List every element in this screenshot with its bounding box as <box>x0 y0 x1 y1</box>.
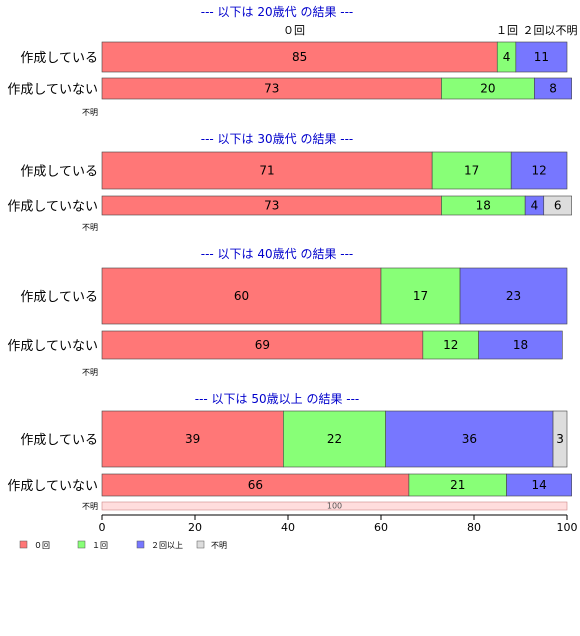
bar-segment-4-1-2 <box>283 410 386 468</box>
unknown-row-label-2: 不明 <box>82 223 98 232</box>
unknown-bar-4 <box>101 501 568 511</box>
bar-segment-1-1-1 <box>101 41 498 73</box>
legend-swatch-2 <box>77 540 86 549</box>
row-label-4-2: 作成していない <box>7 479 98 494</box>
bar-value-1-2-3: 8 <box>549 82 557 96</box>
bar-value-2-2-4: 6 <box>554 199 562 213</box>
bar-value-3-1-3: 23 <box>506 289 521 303</box>
bar-value-3-1-1: 60 <box>234 289 249 303</box>
bar-segment-3-2-1 <box>101 330 424 360</box>
group-title-4: --- 以下は 50歳以上 の結果 --- <box>195 392 360 406</box>
bar-value-2-2-3: 4 <box>531 199 539 213</box>
bar-value-4-2-1: 66 <box>248 478 263 492</box>
bar-value-4-1-1: 39 <box>185 432 200 446</box>
legend-label-1: ０回 <box>34 541 50 550</box>
bar-segment-3-1-2 <box>380 267 461 325</box>
bar-segment-3-2-3 <box>478 330 563 360</box>
group-title-3: --- 以下は 40歳代 の結果 --- <box>201 247 354 261</box>
x-tick-label-4: 60 <box>374 521 388 534</box>
bar-segment-3-1-1 <box>101 267 382 325</box>
row-label-1-2: 作成していない <box>7 83 98 98</box>
legend-label-4: 不明 <box>211 541 227 550</box>
bar-segment-4-1-3 <box>385 410 554 468</box>
row-label-4-1: 作成している <box>20 433 98 448</box>
bar-segment-1-2-3 <box>534 77 572 100</box>
bar-value-3-2-3: 18 <box>513 338 528 352</box>
bar-value-1-1-2: 4 <box>503 50 511 64</box>
row-label-2-1: 作成している <box>20 165 98 180</box>
bar-segment-4-1-1 <box>101 410 284 468</box>
legend-swatch-4 <box>196 540 205 549</box>
row-label-3-2: 作成していない <box>7 339 98 354</box>
column-header-zero: ０回 <box>283 24 305 37</box>
x-tick-label-6: 100 <box>557 521 578 534</box>
bar-segment-1-1-3 <box>515 41 568 73</box>
unknown-row-label-4: 不明 <box>82 502 98 511</box>
bar-value-2-2-1: 73 <box>264 199 279 213</box>
bar-value-4-2-3: 14 <box>531 478 546 492</box>
column-header-two-plus-unknown: ２回以不明 <box>523 24 578 37</box>
bar-value-2-2-2: 18 <box>476 199 491 213</box>
group-title-2: --- 以下は 30歳代 の結果 --- <box>201 132 354 146</box>
bar-value-4-2-2: 21 <box>450 478 465 492</box>
bar-value-2-1-2: 17 <box>464 164 479 178</box>
bar-value-1-1-3: 11 <box>534 50 549 64</box>
bar-value-3-1-2: 17 <box>413 289 428 303</box>
x-tick-label-2: 20 <box>188 521 202 534</box>
bar-value-4-1-2: 22 <box>327 432 342 446</box>
column-header-one: １回 <box>496 24 518 37</box>
x-tick-label-5: 80 <box>467 521 481 534</box>
x-tick-label-1: 0 <box>99 521 106 534</box>
unknown-value-4: 100 <box>327 502 342 511</box>
bar-value-4-1-4: 3 <box>556 432 564 446</box>
row-label-3-1: 作成している <box>20 290 98 305</box>
bar-segment-4-1-4 <box>552 410 568 468</box>
unknown-row-label-3: 不明 <box>82 368 98 377</box>
row-label-2-2: 作成していない <box>7 200 98 215</box>
legend-swatch-1 <box>19 540 28 549</box>
row-label-1-1: 作成している <box>20 51 98 66</box>
bar-value-2-1-1: 71 <box>259 164 274 178</box>
legend-label-3: ２回以上 <box>151 541 183 550</box>
bar-segment-2-2-4 <box>543 195 572 216</box>
legend-swatch-3 <box>136 540 145 549</box>
bar-segment-2-1-3 <box>510 151 568 190</box>
bar-segment-3-1-3 <box>459 267 568 325</box>
bar-value-4-1-3: 36 <box>462 432 477 446</box>
bar-segment-2-1-1 <box>101 151 433 190</box>
x-tick-label-3: 40 <box>281 521 295 534</box>
legend-label-2: １回 <box>92 541 108 550</box>
bar-value-3-2-1: 69 <box>255 338 270 352</box>
bar-segment-3-2-2 <box>422 330 479 360</box>
bar-value-1-1-1: 85 <box>292 50 307 64</box>
bar-value-2-1-3: 12 <box>531 164 546 178</box>
unknown-row-label-1: 不明 <box>82 108 98 117</box>
group-title-1: --- 以下は 20歳代 の結果 --- <box>201 5 354 19</box>
bar-value-1-2-1: 73 <box>264 82 279 96</box>
bar-segment-4-2-3 <box>506 473 572 497</box>
bar-value-3-2-2: 12 <box>443 338 458 352</box>
bar-segment-2-1-2 <box>431 151 512 190</box>
bar-value-1-2-2: 20 <box>480 82 495 96</box>
